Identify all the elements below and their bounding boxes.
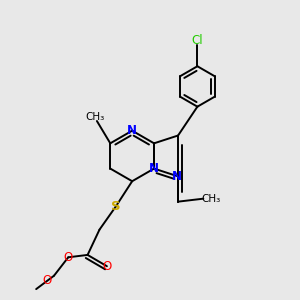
- Text: O: O: [64, 251, 73, 264]
- Text: CH₃: CH₃: [201, 194, 220, 204]
- Text: N: N: [172, 170, 182, 183]
- Text: O: O: [42, 274, 51, 287]
- Text: Cl: Cl: [192, 34, 203, 47]
- Text: N: N: [127, 124, 137, 137]
- Text: S: S: [111, 200, 121, 213]
- Text: O: O: [102, 260, 112, 273]
- Text: CH₃: CH₃: [86, 112, 105, 122]
- Text: N: N: [149, 162, 159, 175]
